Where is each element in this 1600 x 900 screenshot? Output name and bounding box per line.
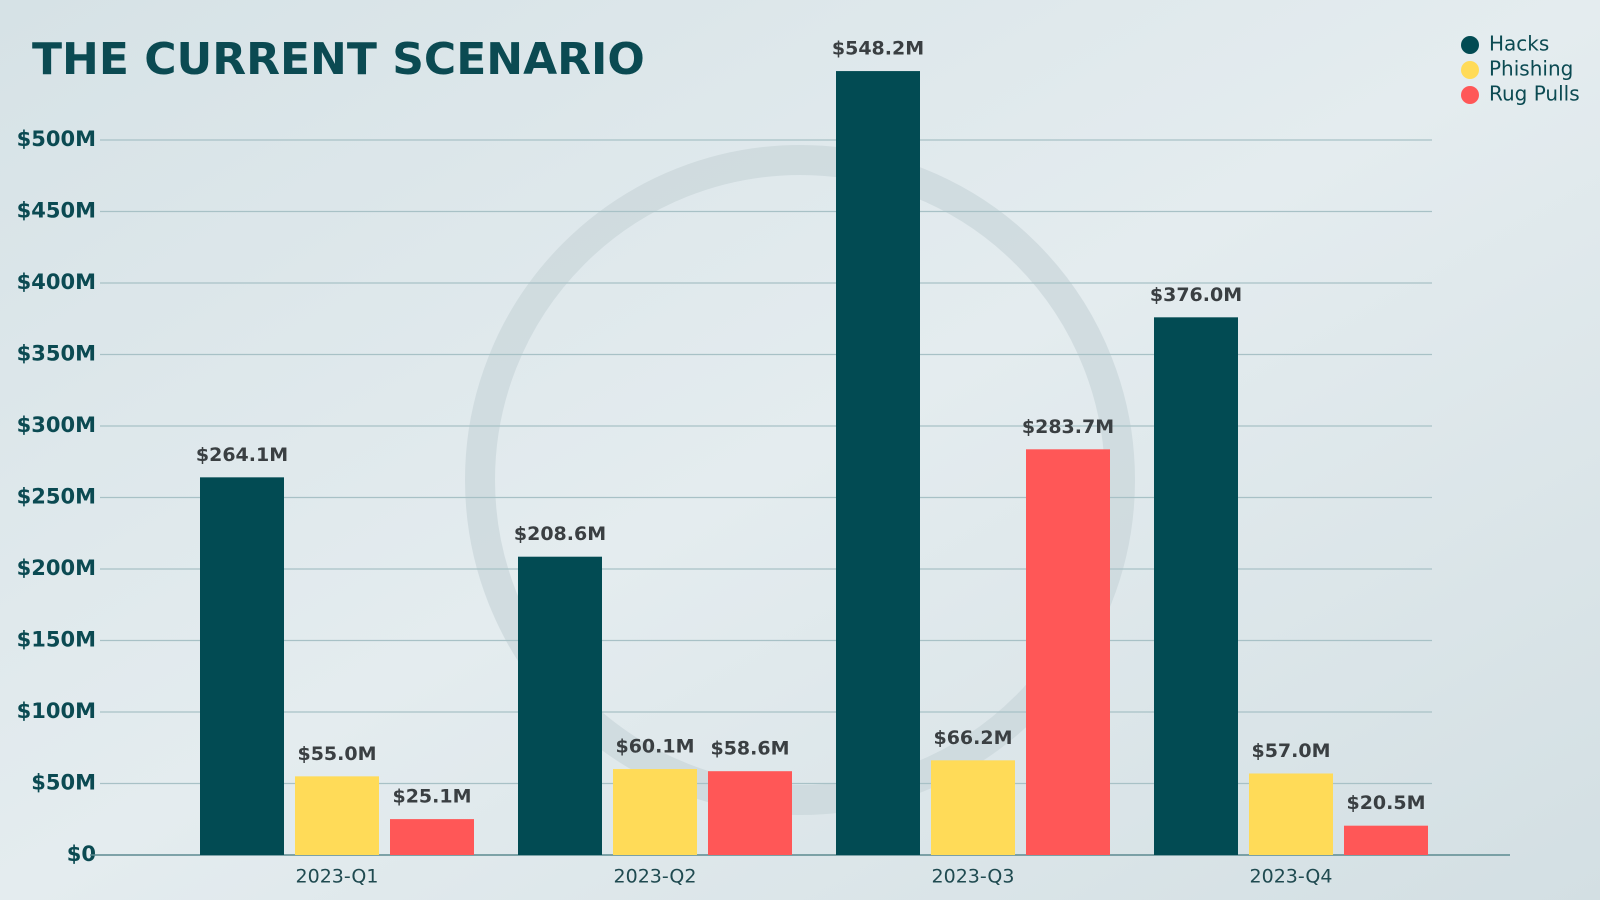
bar	[295, 776, 379, 855]
bar	[518, 556, 602, 855]
x-tick-label: 2023-Q3	[932, 866, 1015, 888]
legend-label: Hacks	[1489, 32, 1549, 56]
x-tick-label: 2023-Q4	[1250, 866, 1333, 888]
value-label: $264.1M	[196, 444, 288, 466]
bar	[931, 760, 1015, 855]
y-tick-label: $400M	[17, 270, 96, 294]
y-tick-label: $0	[67, 842, 96, 866]
legend-swatch	[1461, 61, 1479, 79]
bar	[1249, 773, 1333, 855]
legend-swatch	[1461, 36, 1479, 54]
value-label: $55.0M	[297, 743, 376, 765]
y-tick-label: $100M	[17, 699, 96, 723]
bar	[836, 71, 920, 856]
value-label: $376.0M	[1150, 284, 1242, 306]
bar	[200, 477, 284, 855]
x-tick-label: 2023-Q1	[296, 866, 379, 888]
value-label: $548.2M	[832, 38, 924, 60]
value-label: $66.2M	[933, 727, 1012, 749]
y-tick-label: $50M	[31, 771, 96, 795]
y-tick-label: $200M	[17, 556, 96, 580]
legend-label: Phishing	[1489, 57, 1573, 81]
y-tick-label: $350M	[17, 342, 96, 366]
value-label: $25.1M	[392, 786, 471, 808]
y-tick-label: $450M	[17, 199, 96, 223]
value-label: $57.0M	[1251, 740, 1330, 762]
bar	[1154, 317, 1238, 855]
x-tick-label: 2023-Q2	[614, 866, 697, 888]
y-tick-label: $250M	[17, 485, 96, 509]
value-label: $60.1M	[615, 736, 694, 758]
y-tick-label: $150M	[17, 628, 96, 652]
legend-label: Rug Pulls	[1489, 82, 1580, 106]
y-tick-label: $500M	[17, 127, 96, 151]
value-label: $208.6M	[514, 523, 606, 545]
value-label: $283.7M	[1022, 416, 1114, 438]
value-label: $20.5M	[1346, 792, 1425, 814]
watermark	[465, 145, 1135, 815]
bar	[613, 769, 697, 855]
bar	[1026, 449, 1110, 855]
bar	[708, 771, 792, 855]
value-label: $58.6M	[710, 738, 789, 760]
y-tick-label: $300M	[17, 413, 96, 437]
legend-swatch	[1461, 86, 1479, 104]
bar	[1344, 825, 1428, 855]
bar	[390, 819, 474, 855]
chart-title: THE CURRENT SCENARIO	[32, 34, 645, 85]
